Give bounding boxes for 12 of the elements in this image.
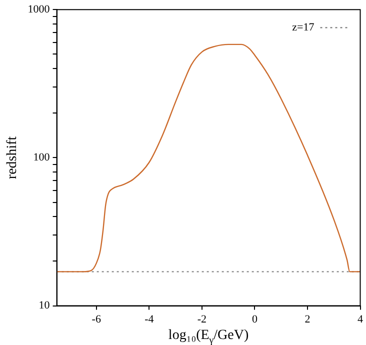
- x-tick-label: -4: [144, 313, 154, 326]
- line-series: [56, 44, 360, 272]
- x-tick-label: -6: [92, 313, 102, 326]
- y-tick-label: 1000: [28, 3, 50, 16]
- y-tick-label: 10: [38, 300, 50, 312]
- legend-label: z=17: [292, 21, 315, 34]
- y-tick-label: 100: [33, 152, 50, 164]
- x-tick-label: 4: [358, 313, 364, 326]
- x-tick-label: -2: [197, 313, 207, 326]
- x-tick-label: 2: [304, 313, 310, 326]
- x-tick-label: 0: [252, 313, 258, 326]
- y-axis-title: redshift: [5, 136, 20, 180]
